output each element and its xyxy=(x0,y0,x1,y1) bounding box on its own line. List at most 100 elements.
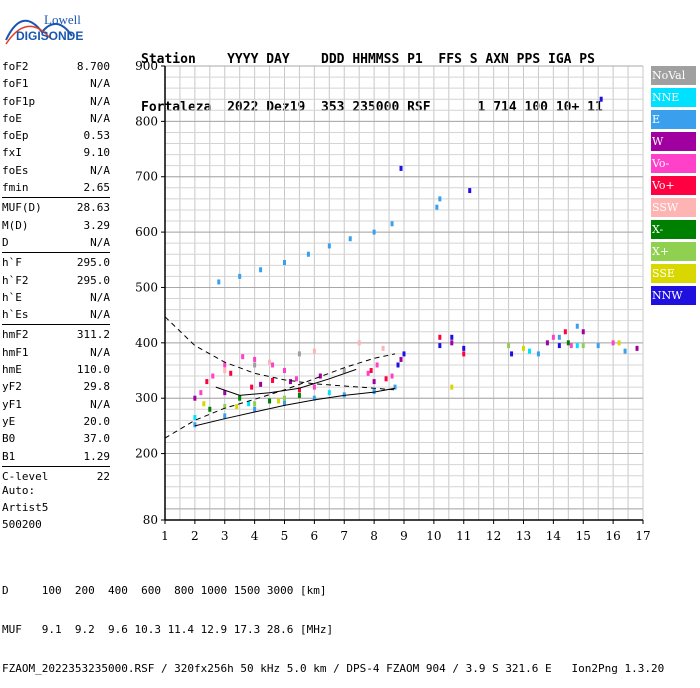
data-point-e xyxy=(435,204,439,210)
data-point-vo xyxy=(271,362,275,368)
x-tick-label: 3 xyxy=(221,529,229,543)
x-tick-label: 6 xyxy=(311,529,319,543)
param-value: 28.63 xyxy=(76,201,110,215)
x-tick-label: 16 xyxy=(605,529,620,543)
data-point-nne xyxy=(527,348,531,354)
legend-item-noval: NoVal xyxy=(651,66,696,85)
data-point-sse xyxy=(235,404,239,409)
param-value: 22 xyxy=(96,469,110,483)
param-row: h`F2 295.0 xyxy=(2,272,110,289)
param-separator xyxy=(2,197,110,199)
data-point-sse xyxy=(202,401,206,407)
param-name: foEs xyxy=(2,163,29,177)
header-line1: Station YYYY DAY DDD HHMMSS P1 FFS S AXN… xyxy=(141,52,595,67)
param-name: hmF1 xyxy=(2,345,29,359)
data-point-sse xyxy=(617,340,621,346)
data-point-vo xyxy=(366,370,370,376)
data-point-w xyxy=(635,345,639,351)
data-point-vo xyxy=(551,334,555,340)
y-tick-label: 300 xyxy=(135,391,158,405)
data-point-e xyxy=(393,384,397,390)
param-row: hmE 110.0 xyxy=(2,361,110,378)
data-point-vo xyxy=(271,377,275,383)
param-value: N/A xyxy=(90,77,110,91)
data-point-e xyxy=(217,279,221,285)
param-row: foF1 N/A xyxy=(2,75,110,92)
data-point-vo xyxy=(229,370,233,376)
data-point-vo xyxy=(563,329,567,335)
param-value: 1.29 xyxy=(83,449,111,463)
y-tick-label: 200 xyxy=(135,447,158,461)
param-value: N/A xyxy=(90,290,110,304)
data-point-e xyxy=(223,413,227,419)
data-point-ssw xyxy=(223,368,227,374)
param-row: foF2 8.700 xyxy=(2,58,110,75)
data-point-e xyxy=(438,196,442,202)
y-tick-label: 400 xyxy=(135,336,158,350)
param-value: N/A xyxy=(90,308,110,322)
x-tick-label: 15 xyxy=(576,529,591,543)
param-row: foEp 0.53 xyxy=(2,127,110,144)
data-point-vo xyxy=(384,376,388,382)
data-point-e xyxy=(348,236,352,242)
legend-item-e: E xyxy=(651,110,696,129)
data-point-e xyxy=(306,251,310,257)
data-point-w xyxy=(318,373,322,379)
profile-curve xyxy=(215,368,357,396)
x-tick-label: 14 xyxy=(546,529,562,543)
profile-curve xyxy=(164,316,396,391)
digisonde-logo: Lowell DIGISONDE xyxy=(5,12,83,45)
data-point-vo xyxy=(250,384,254,390)
data-point-w xyxy=(223,390,227,396)
data-point-nnw xyxy=(402,351,406,357)
data-point-e xyxy=(283,400,286,406)
data-point-w xyxy=(581,329,585,335)
data-point-sse xyxy=(277,398,281,404)
data-point-w xyxy=(259,381,263,387)
data-point-vo xyxy=(375,362,379,368)
data-point-x xyxy=(208,406,212,412)
data-point-x xyxy=(283,395,286,401)
data-point-e xyxy=(253,406,257,412)
y-tick-label: 600 xyxy=(135,225,158,239)
auto-software: Artist5 xyxy=(2,501,49,514)
profile-curve xyxy=(194,387,396,427)
param-separator xyxy=(2,252,110,254)
data-point-nnw xyxy=(599,96,603,102)
data-point-noval xyxy=(297,351,301,357)
param-value: N/A xyxy=(90,111,110,125)
data-point-x xyxy=(507,343,511,349)
param-name: h`E xyxy=(2,290,22,304)
data-point-vo xyxy=(241,354,245,360)
data-point-vo xyxy=(297,387,301,393)
data-point-w xyxy=(450,340,454,346)
station-header: Station YYYY DAY DDD HHMMSS P1 FFS S AXN… xyxy=(141,20,603,132)
param-row: D N/A xyxy=(2,234,110,251)
data-point-nnw xyxy=(438,343,442,349)
data-point-e xyxy=(327,243,331,249)
param-name: foF1p xyxy=(2,94,36,108)
data-point-nnw xyxy=(557,343,561,349)
data-point-noval xyxy=(342,368,346,374)
param-row: fmin 2.65 xyxy=(2,179,110,196)
data-point-e xyxy=(372,389,376,395)
param-name: fmin xyxy=(2,181,29,195)
y-tick-label: 500 xyxy=(135,280,158,294)
data-point-nne xyxy=(247,401,251,407)
x-tick-label: 12 xyxy=(486,529,501,543)
param-value: N/A xyxy=(90,235,110,249)
data-point-ssw xyxy=(381,345,385,351)
data-point-e xyxy=(536,351,540,357)
data-point-x xyxy=(238,395,242,401)
data-point-nnw xyxy=(468,188,472,194)
x-tick-label: 10 xyxy=(426,529,441,543)
param-value: 29.8 xyxy=(83,380,111,394)
profile-curve xyxy=(164,353,396,439)
data-point-e xyxy=(575,323,579,329)
data-point-nnw xyxy=(450,334,454,340)
data-point-e xyxy=(259,267,263,273)
param-row: B1 1.29 xyxy=(2,448,110,465)
param-name: fxI xyxy=(2,146,22,160)
data-point-sse xyxy=(450,384,454,390)
param-name: foF1 xyxy=(2,77,29,91)
